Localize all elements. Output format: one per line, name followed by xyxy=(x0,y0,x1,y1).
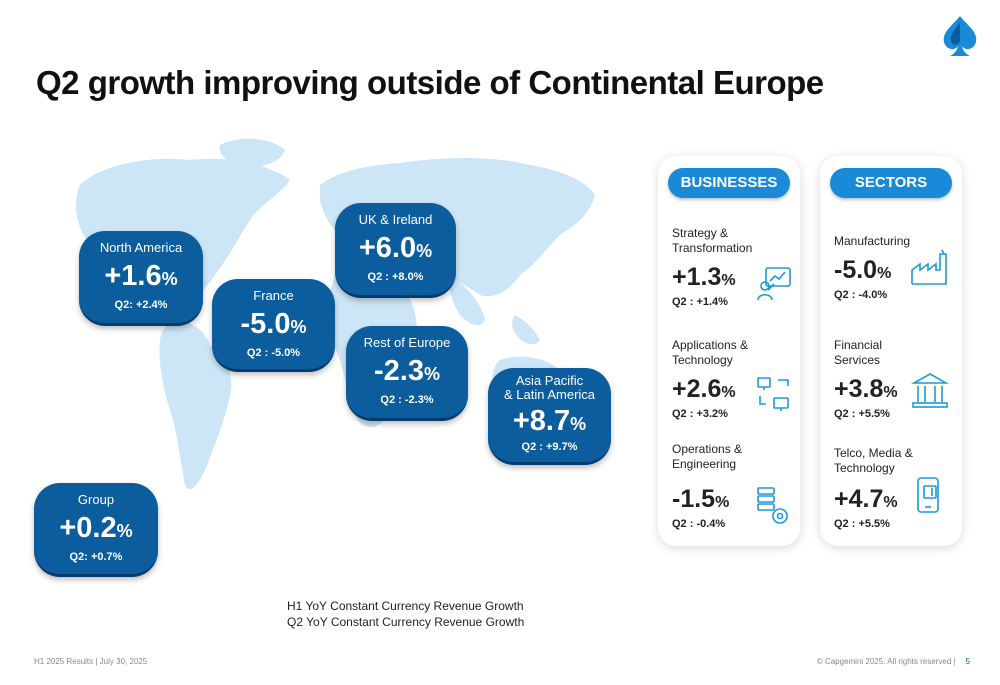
sectors-panel: SECTORS Manufacturing -5.0% Q2 : -4.0% F… xyxy=(820,156,962,546)
region-uk-ireland: UK & Ireland +6.0% Q2 : +8.0% xyxy=(335,203,456,298)
spade-logo-icon xyxy=(943,16,977,56)
region-q2: Q2 : +9.7% xyxy=(521,441,578,453)
region-q2: Q2 : -5.0% xyxy=(246,347,301,359)
business-item: Applications & Technology +2.6% Q2 : +3.2… xyxy=(672,338,794,420)
item-q2: Q2 : +5.5% xyxy=(834,518,890,530)
legend-h1: H1 YoY Constant Currency Revenue Growth xyxy=(287,599,524,613)
footer-right: © Capgemini 2025. All rights reserved | 5 xyxy=(816,657,970,666)
sectors-header: SECTORS xyxy=(830,168,952,198)
item-q2: Q2 : -0.4% xyxy=(672,518,726,530)
page-title: Q2 growth improving outside of Continent… xyxy=(36,64,824,101)
region-label: France xyxy=(253,288,294,303)
item-value: -1.5% xyxy=(672,485,730,513)
item-q2: Q2 : +1.4% xyxy=(672,296,728,308)
region-group: Group +0.2% Q2: +0.7% xyxy=(34,483,158,577)
item-value: +2.6% xyxy=(672,375,736,403)
region-value: +6.0% xyxy=(358,232,433,264)
item-value: +1.3% xyxy=(672,263,736,291)
region-value: +1.6% xyxy=(104,260,178,292)
item-q2: Q2 : -4.0% xyxy=(834,289,888,301)
region-value: -2.3% xyxy=(374,355,440,387)
region-value: +8.7% xyxy=(512,405,587,437)
page-number: 5 xyxy=(965,657,970,666)
monitors-icon xyxy=(757,377,789,411)
region-north-america: North America +1.6% Q2: +2.4% xyxy=(79,231,203,326)
sector-item: Financial Services +3.8% Q2 : +5.5% xyxy=(834,338,956,420)
item-name: Financial Services xyxy=(834,338,883,367)
region-france: France -5.0% Q2 : -5.0% xyxy=(212,279,335,372)
region-rest-of-europe: Rest of Europe -2.3% Q2 : -2.3% xyxy=(346,326,468,421)
region-label: North America xyxy=(99,240,183,255)
businesses-panel: BUSINESSES Strategy & Transformation +1.3… xyxy=(658,156,800,546)
region-label: Asia Pacific & Latin America xyxy=(503,373,596,402)
server-gear-icon xyxy=(757,487,788,524)
business-item: Strategy & Transformation +1.3% Q2 : +1.4… xyxy=(672,226,794,308)
item-q2: Q2 : +5.5% xyxy=(834,408,890,420)
legend-q2: Q2 YoY Constant Currency Revenue Growth xyxy=(287,615,525,629)
region-q2: Q2 : +8.0% xyxy=(367,271,424,283)
region-q2: Q2: +0.7% xyxy=(69,551,123,563)
sector-item: Manufacturing -5.0% Q2 : -4.0% xyxy=(834,234,956,301)
bank-icon xyxy=(910,373,950,408)
factory-icon xyxy=(911,249,947,285)
region-value: -5.0% xyxy=(240,308,307,340)
item-value: -5.0% xyxy=(834,256,892,284)
item-name: Strategy & Transformation xyxy=(672,226,753,255)
presenter-icon xyxy=(757,267,791,301)
region-asia-pacific: Asia Pacific & Latin America +8.7% Q2 : +… xyxy=(488,368,611,465)
region-label: UK & Ireland xyxy=(358,212,433,227)
item-name: Manufacturing xyxy=(834,234,911,248)
region-q2: Q2 : -2.3% xyxy=(380,394,434,406)
item-name: Operations & Engineering xyxy=(672,442,743,471)
sector-item: Telco, Media & Technology +4.7% Q2 : +5.5… xyxy=(834,446,956,530)
footer-left: H1 2025 Results | July 30, 2025 xyxy=(34,657,148,666)
item-value: +4.7% xyxy=(834,485,898,513)
legend: H1 YoY Constant Currency Revenue Growth … xyxy=(287,598,524,630)
item-name: Telco, Media & Technology xyxy=(834,446,913,475)
item-value: +3.8% xyxy=(834,375,898,403)
item-q2: Q2 : +3.2% xyxy=(672,408,728,420)
region-label: Group xyxy=(77,492,115,507)
businesses-header: BUSINESSES xyxy=(668,168,790,198)
item-name: Applications & Technology xyxy=(672,338,749,367)
phone-icon xyxy=(917,477,939,513)
region-q2: Q2: +2.4% xyxy=(114,299,168,311)
region-label: Rest of Europe xyxy=(363,335,451,350)
business-item: Operations & Engineering -1.5% Q2 : -0.4% xyxy=(672,442,794,530)
region-value: +0.2% xyxy=(59,512,133,544)
